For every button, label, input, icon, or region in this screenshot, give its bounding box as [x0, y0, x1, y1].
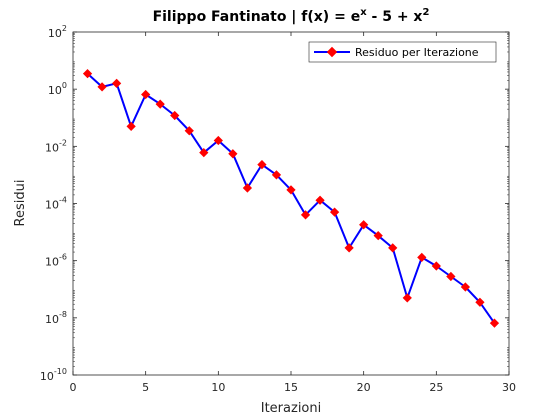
data-point — [213, 135, 223, 146]
data-point — [141, 89, 151, 100]
x-tick-label: 10 — [211, 381, 225, 394]
data-point — [431, 261, 441, 271]
data-point — [300, 210, 311, 220]
y-tick-label: 10-8 — [45, 310, 67, 326]
data-point — [373, 231, 383, 241]
data-point — [359, 220, 369, 230]
data-point — [111, 78, 122, 88]
legend: Residuo per Iterazione — [308, 41, 497, 63]
x-tick-label: 5 — [142, 381, 149, 394]
y-tick-label: 102 — [48, 24, 67, 40]
data-point — [184, 126, 194, 136]
x-tick-label: 15 — [284, 381, 298, 394]
data-point — [257, 159, 267, 170]
data-point — [402, 293, 412, 303]
data-point — [315, 195, 325, 205]
data-point — [286, 185, 296, 195]
data-point — [155, 99, 165, 109]
data-point — [417, 252, 427, 263]
data-point — [460, 282, 471, 292]
data-point — [97, 82, 107, 92]
x-tick-label: 30 — [502, 381, 516, 394]
data-point — [170, 110, 180, 121]
data-point — [446, 271, 456, 282]
title-middle: - 5 + x — [367, 9, 423, 25]
legend-label: Residuo per Iterazione — [355, 46, 479, 59]
tick-labels: 0 5 10 15 20 25 30 10-10 10-8 10-6 10-4 10-2 100 102 — [40, 24, 516, 394]
plot-area — [73, 32, 509, 375]
title-prefix: Filippo Fantinato | f(x) = e — [153, 9, 361, 25]
plot-frame — [72, 31, 510, 376]
data-point — [242, 183, 253, 193]
data-point — [329, 207, 340, 217]
x-axis-label: Iterazioni — [261, 401, 321, 416]
x-tick-label: 20 — [357, 381, 371, 394]
data-point — [271, 170, 282, 180]
data-point — [82, 68, 93, 79]
data-point — [388, 243, 398, 253]
data-point — [475, 297, 485, 307]
data-point — [199, 148, 209, 158]
y-tick-label: 10-2 — [45, 138, 67, 154]
legend-marker-sample — [326, 46, 338, 58]
chart-title: Filippo Fantinato | f(x) = ex - 5 + x2 — [153, 7, 430, 25]
y-tick-label: 10-4 — [45, 196, 67, 212]
y-tick-label: 10-10 — [40, 367, 67, 383]
y-tick-label: 10-6 — [45, 253, 67, 269]
data-point — [489, 318, 500, 328]
series-group — [82, 68, 500, 328]
y-tick-label: 100 — [48, 81, 67, 97]
data-point — [126, 121, 136, 131]
legend-box — [308, 41, 497, 63]
y-axis-label: Residui — [13, 180, 28, 227]
x-tick-label: 25 — [429, 381, 443, 394]
data-point — [344, 243, 354, 253]
data-point — [228, 149, 238, 159]
x-tick-label: 0 — [70, 381, 77, 394]
title-superscript-x: x — [360, 7, 367, 18]
title-superscript-2: 2 — [422, 7, 429, 18]
